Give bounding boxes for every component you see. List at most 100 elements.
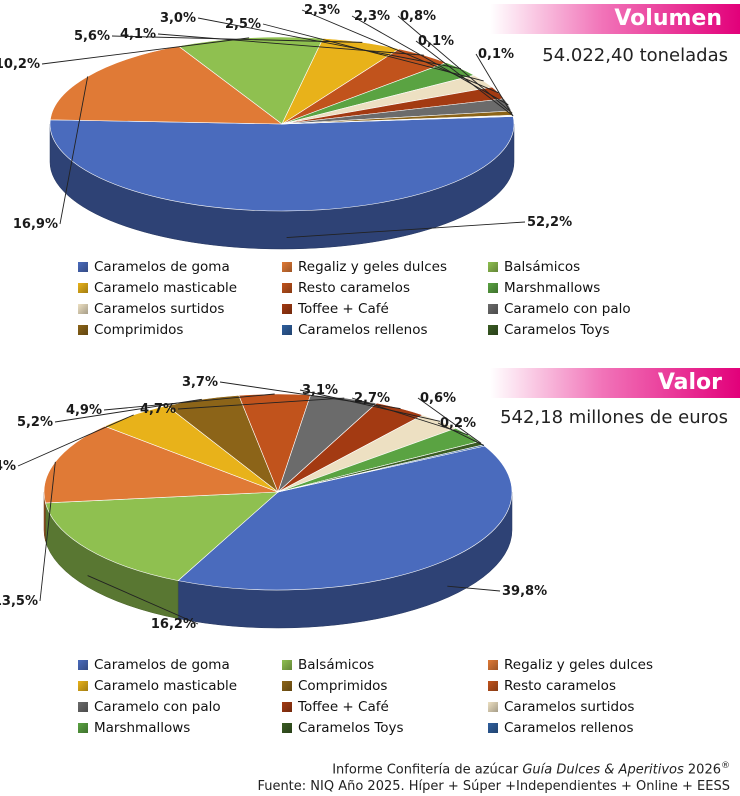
legend-label: Caramelos Toys xyxy=(504,322,610,338)
volumen-title-banner: Volumen xyxy=(490,4,740,34)
leader-line-caramelos-rellenos xyxy=(415,40,514,116)
leader-line-caramelos-de-goma xyxy=(447,585,501,592)
legend-swatch xyxy=(282,262,292,272)
legend-swatch xyxy=(78,681,88,691)
data-label-balsamicos: 16,2% xyxy=(151,617,196,632)
data-label-caramelos-surtidos: 2,5% xyxy=(225,17,261,32)
legend-item-caramelos-toys: Caramelos Toys xyxy=(282,719,488,737)
data-label-caramelo-con-palo: 4,7% xyxy=(140,402,176,417)
data-label-caramelo-masticable: 5,6% xyxy=(74,29,110,44)
legend-label: Marshmallows xyxy=(504,280,601,296)
legend-swatch xyxy=(488,304,498,314)
leader-line-caramelos-rellenos xyxy=(437,422,485,446)
pie-slice-caramelos-de-goma xyxy=(177,445,513,591)
pie-slice-balsamicos xyxy=(45,491,279,581)
legend-label: Caramelos surtidos xyxy=(504,699,635,715)
legend-item-marshmallows: Marshmallows xyxy=(488,279,698,297)
legend-swatch xyxy=(488,660,498,670)
data-label-caramelos-rellenos: 0,1% xyxy=(418,34,454,49)
legend-item-caramelos-rellenos: Caramelos rellenos xyxy=(488,719,698,737)
legend-label: Caramelo masticable xyxy=(94,280,238,296)
legend-item-regaliz-y-geles-dulces: Regaliz y geles dulces xyxy=(488,656,698,674)
legend-item-marshmallows: Marshmallows xyxy=(78,719,282,737)
legend-swatch xyxy=(282,304,292,314)
legend-swatch xyxy=(488,283,498,293)
valor-title: Valor xyxy=(657,370,722,395)
legend-item-caramelos-surtidos: Caramelos surtidos xyxy=(488,698,698,716)
valor-title-banner: Valor xyxy=(490,368,740,398)
data-label-caramelo-con-palo: 2,3% xyxy=(354,9,390,24)
pie-slice-caramelos-de-goma xyxy=(49,116,515,212)
legend-label: Toffee + Café xyxy=(298,699,389,715)
legend-label: Comprimidos xyxy=(298,678,388,694)
registered-mark: ® xyxy=(721,761,730,771)
legend-swatch xyxy=(282,723,292,733)
legend-swatch xyxy=(78,283,88,293)
legend-swatch xyxy=(282,325,292,335)
leader-line-caramelos-de-goma xyxy=(286,221,526,239)
legend-label: Balsámicos xyxy=(298,657,375,673)
publication-name: Guía Dulces & Aperitivos xyxy=(522,762,684,778)
legend-label: Caramelos Toys xyxy=(298,720,404,736)
legend-item-resto-caramelos: Resto caramelos xyxy=(488,677,698,695)
leader-line-caramelo-masticable xyxy=(17,414,134,467)
legend-item-balsamicos: Balsámicos xyxy=(488,258,698,276)
source-line-1: Informe Confitería de azúcar Guía Dulces… xyxy=(332,761,730,778)
leader-line-regaliz-y-geles-dulces xyxy=(39,461,56,602)
data-label-toffee-cafe: 3,7% xyxy=(182,375,218,390)
data-label-caramelos-surtidos: 3,1% xyxy=(302,383,338,398)
legend-swatch xyxy=(488,262,498,272)
data-label-caramelos-de-goma: 39,8% xyxy=(502,584,547,599)
data-label-regaliz-y-geles-dulces: 13,5% xyxy=(0,594,38,609)
data-label-caramelos-de-goma: 52,2% xyxy=(527,215,572,230)
legend-label: Caramelos rellenos xyxy=(504,720,634,736)
legend-swatch xyxy=(488,325,498,335)
legend-label: Caramelo con palo xyxy=(504,301,631,317)
data-label-balsamicos: 10,2% xyxy=(0,57,40,72)
legend-label: Caramelos surtidos xyxy=(94,301,225,317)
legend-label: Caramelos rellenos xyxy=(298,322,428,338)
legend-swatch xyxy=(282,283,292,293)
legend-item-caramelos-surtidos: Caramelos surtidos xyxy=(78,300,282,318)
data-label-resto-caramelos: 4,1% xyxy=(120,27,156,42)
legend-item-caramelo-con-palo: Caramelo con palo xyxy=(488,300,698,318)
legend-item-comprimidos: Comprimidos xyxy=(282,677,488,695)
legend-item-caramelos-toys: Caramelos Toys xyxy=(488,321,698,339)
pie-slice-balsamicos xyxy=(177,36,324,125)
legend-label: Resto caramelos xyxy=(504,678,616,694)
data-label-caramelos-toys: 0,6% xyxy=(420,391,456,406)
legend-label: Comprimidos xyxy=(94,322,184,338)
legend-item-toffee-cafe: Toffee + Café xyxy=(282,300,488,318)
legend-label: Caramelo con palo xyxy=(94,699,221,715)
legend-item-regaliz-y-geles-dulces: Regaliz y geles dulces xyxy=(282,258,488,276)
legend-item-toffee-cafe: Toffee + Café xyxy=(282,698,488,716)
volumen-pie-chart: 52,2% 16,9% 10,2% 5,6% 4,1% 3,0% 2,5% 2,3% 2,3% 0… xyxy=(0,3,572,250)
legend-swatch xyxy=(488,681,498,691)
volumen-subtitle: 54.022,40 toneladas xyxy=(542,45,728,66)
legend-item-caramelo-masticable: Caramelo masticable xyxy=(78,677,282,695)
valor-pie-chart: 39,8% 16,2% 13,5% 5,4% 5,2% 4,9% 4,7% 3,7% 3,1% 2… xyxy=(0,375,547,632)
leader-line-resto-caramelos xyxy=(157,33,424,56)
leader-line-caramelos-surtidos xyxy=(299,389,441,422)
data-label-marshmallows: 3,0% xyxy=(160,11,196,26)
leader-line-caramelos-toys xyxy=(417,397,482,444)
legend-label: Resto caramelos xyxy=(298,280,410,296)
source-line-2: Fuente: NIQ Año 2025. Híper + Súper +Ind… xyxy=(257,779,730,795)
legend-label: Caramelos de goma xyxy=(94,657,230,673)
data-label-regaliz-y-geles-dulces: 16,9% xyxy=(13,217,58,232)
pie-slice-regaliz-y-geles-dulces xyxy=(43,425,279,504)
valor-subtitle: 542,18 millones de euros xyxy=(500,407,728,428)
legend-item-comprimidos: Comprimidos xyxy=(78,321,282,339)
leader-line-caramelo-con-palo xyxy=(351,15,509,106)
legend-label: Regaliz y geles dulces xyxy=(298,259,447,275)
leader-line-comprimidos xyxy=(397,15,513,114)
legend-label: Regaliz y geles dulces xyxy=(504,657,653,673)
legend-swatch xyxy=(78,660,88,670)
data-label-caramelos-toys: 0,1% xyxy=(478,47,514,62)
legend-item-caramelos-rellenos: Caramelos rellenos xyxy=(282,321,488,339)
leader-line-resto-caramelos xyxy=(103,393,275,411)
legend-swatch xyxy=(78,723,88,733)
legend-swatch xyxy=(78,325,88,335)
legend-swatch xyxy=(282,702,292,712)
valor-legend: Caramelos de goma Balsámicos Regaliz y gel… xyxy=(78,656,698,737)
